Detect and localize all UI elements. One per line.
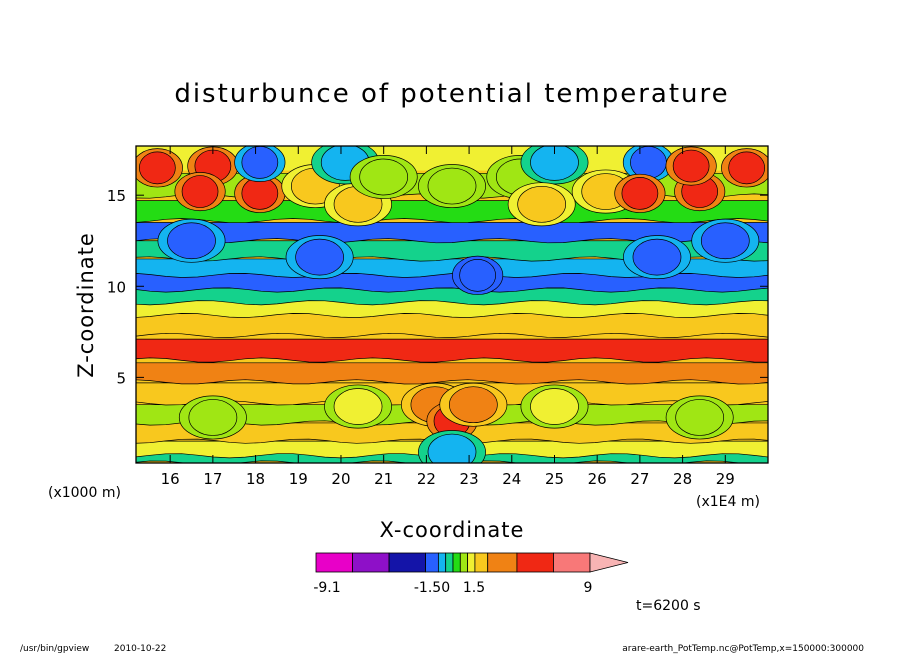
x-tick-label: 24 <box>502 470 521 488</box>
contour-feature <box>427 167 477 205</box>
x-axis: 16 17 18 19 20 21 22 23 24 25 26 27 28 29 <box>161 146 735 488</box>
y-tick-label: 15 <box>107 187 126 205</box>
x-tick-label: 25 <box>545 470 564 488</box>
y-axis-title: Z-coordinate <box>74 232 98 378</box>
program-label: /usr/bin/gpview <box>20 644 89 654</box>
colorbar-label: 9 <box>584 580 593 596</box>
x-tick-label: 17 <box>203 470 222 488</box>
x-tick-label: 26 <box>588 470 607 488</box>
contour-feature <box>449 386 498 424</box>
source-label: arare-earth_PotTemp.nc@PotTemp,x=150000:… <box>622 644 864 654</box>
x-axis-title: X-coordinate <box>380 518 525 542</box>
contour-feature <box>459 259 496 292</box>
contour-feature <box>675 399 725 436</box>
contour-feature <box>728 151 765 185</box>
y-tick-label: 5 <box>116 369 126 387</box>
contour-feature <box>333 388 383 425</box>
contour-feature <box>241 177 279 210</box>
x-tick-label: 28 <box>673 470 692 488</box>
colorbar-band <box>516 552 554 573</box>
y-axis: 5 10 15 <box>107 187 768 387</box>
contour-feature <box>427 433 477 463</box>
colorbar-arrow <box>589 552 629 573</box>
colorbar-label: 1.5 <box>463 580 485 596</box>
contour-feature <box>630 146 667 179</box>
contour-layer <box>136 362 768 385</box>
contour-feature <box>359 158 409 196</box>
y-tick-label: 10 <box>107 278 126 296</box>
colorbar-band <box>437 552 447 573</box>
time-label: t=6200 s <box>636 598 701 614</box>
colorbar: -9.1 -1.50 1.5 9 <box>313 552 629 596</box>
contour-feature <box>530 388 579 425</box>
colorbar-band <box>459 552 469 573</box>
contour-feature <box>241 146 279 179</box>
x-tick-label: 22 <box>417 470 436 488</box>
contour-feature <box>295 238 344 276</box>
x-unit-label: (x1E4 m) <box>696 494 760 510</box>
contour-feature <box>517 185 567 223</box>
contour-feature <box>621 177 659 210</box>
colorbar-band <box>315 552 353 573</box>
x-tick-label: 29 <box>716 470 735 488</box>
contour-feature <box>530 146 579 181</box>
colorbar-band <box>553 552 591 573</box>
contour-feature <box>632 238 682 276</box>
colorbar-band <box>425 552 439 573</box>
contour-layer <box>136 287 768 306</box>
x-tick-label: 20 <box>331 470 350 488</box>
x-tick-label: 16 <box>161 470 180 488</box>
contour-layer <box>136 338 768 363</box>
contour-feature <box>139 151 176 185</box>
x-tick-label: 21 <box>374 470 393 488</box>
plot-area <box>135 145 769 464</box>
x-tick-label: 18 <box>246 470 265 488</box>
colorbar-label: -9.1 <box>313 580 340 596</box>
colorbar-band <box>388 552 427 573</box>
x-tick-label: 27 <box>630 470 649 488</box>
contour-feature <box>167 222 216 260</box>
chart-title: disturbunce of potential temperature <box>174 79 729 109</box>
contour-feature <box>188 399 238 436</box>
contour-feature <box>700 222 750 260</box>
plot-frame <box>135 145 769 464</box>
colorbar-band <box>474 552 489 573</box>
colorbar-label: -1.50 <box>414 580 450 596</box>
x-tick-label: 23 <box>460 470 479 488</box>
colorbar-band <box>452 552 461 573</box>
colorbar-band <box>487 552 518 573</box>
contour-layer <box>136 313 768 338</box>
date-label: 2010-10-22 <box>114 644 166 654</box>
colorbar-band <box>445 552 454 573</box>
x-tick-label: 19 <box>289 470 308 488</box>
y-unit-label: (x1000 m) <box>48 485 121 501</box>
colorbar-band <box>352 552 390 573</box>
contour-feature <box>181 175 219 208</box>
contour-field <box>136 146 768 463</box>
colorbar-band <box>467 552 476 573</box>
contour-feature <box>672 149 710 183</box>
